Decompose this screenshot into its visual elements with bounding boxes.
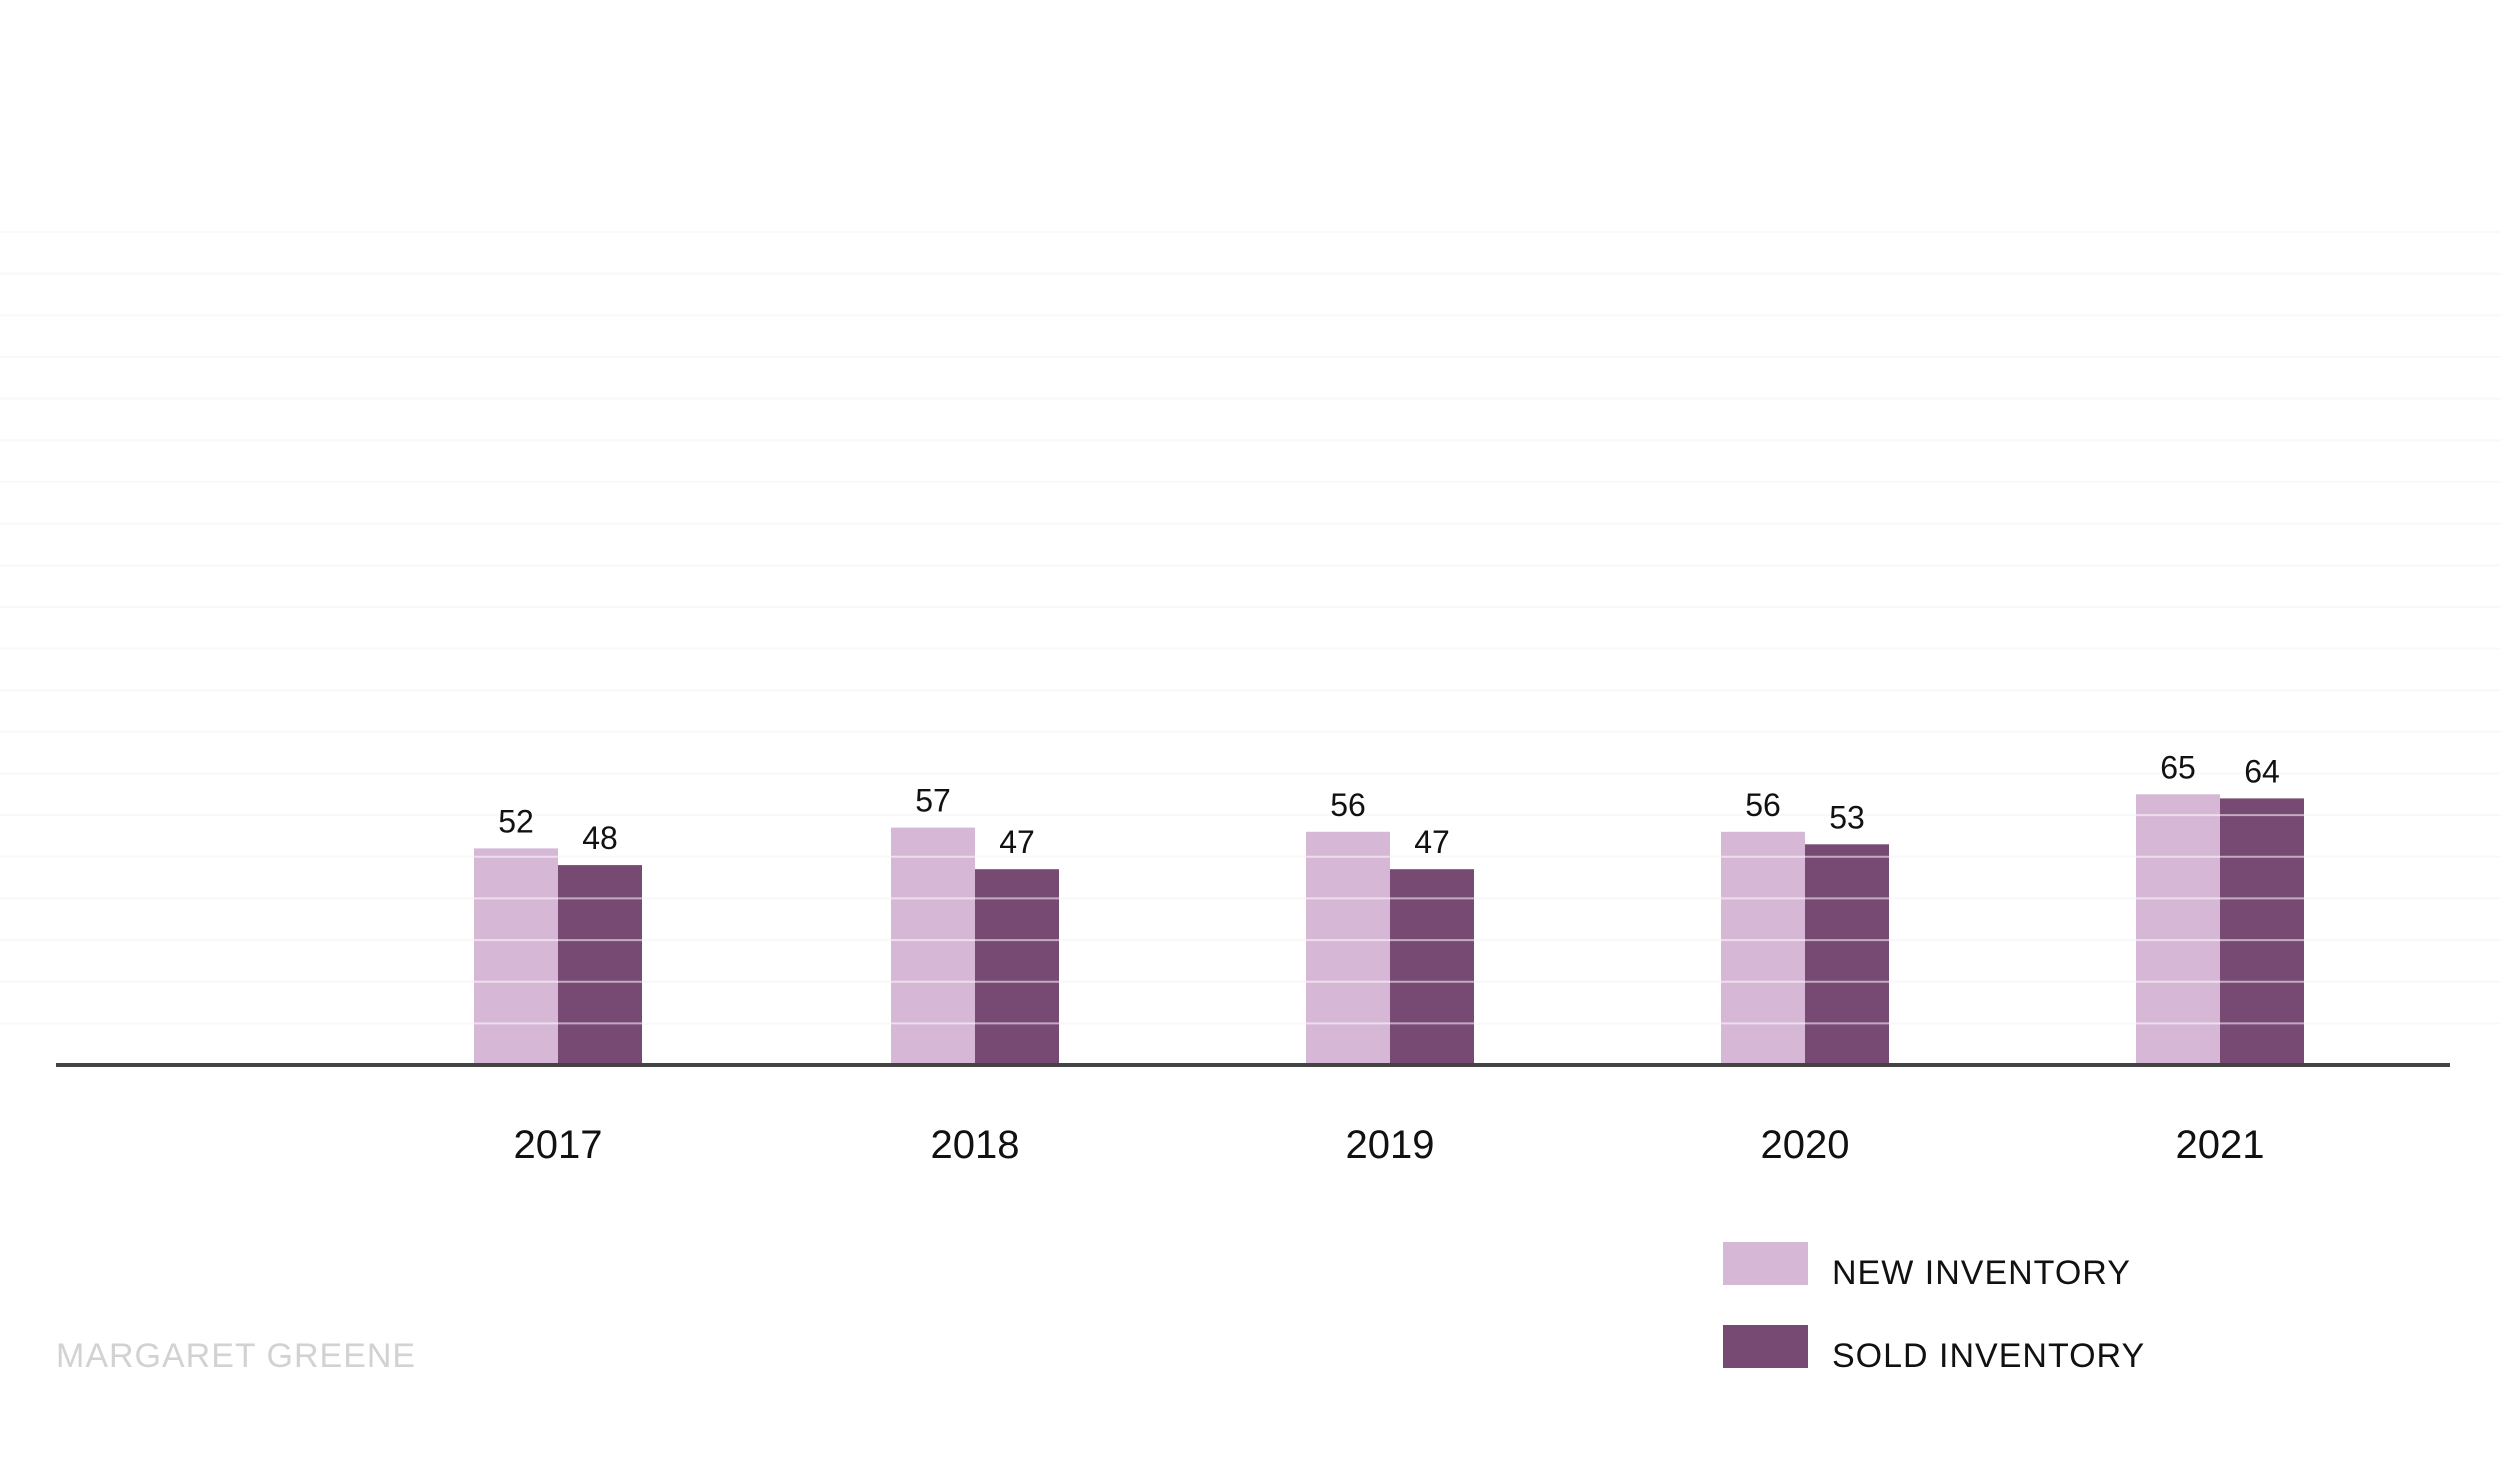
- gridlines: [0, 231, 2501, 1025]
- value-label-new-2019: 56: [1330, 787, 1366, 823]
- value-label-new-2018: 57: [915, 783, 951, 819]
- bar-sold-2020: [1805, 844, 1889, 1065]
- category-label-2017: 2017: [514, 1123, 603, 1167]
- bar-new-2019: [1306, 831, 1390, 1065]
- bar-new-2021: [2136, 794, 2220, 1065]
- bars: [0, 231, 2501, 1065]
- bar-grid-overlay: [0, 231, 2501, 1025]
- bar-sold-2018: [975, 869, 1059, 1065]
- category-label-2019: 2019: [1346, 1123, 1435, 1167]
- legend-label-new-inventory: NEW INVENTORY: [1832, 1254, 2131, 1292]
- category-label-2020: 2020: [1761, 1123, 1850, 1167]
- category-label-2018: 2018: [931, 1123, 1020, 1167]
- value-label-sold-2021: 64: [2244, 753, 2280, 789]
- legend-label-sold-inventory: SOLD INVENTORY: [1832, 1337, 2145, 1375]
- legend-swatch-sold-inventory: [1723, 1325, 1808, 1368]
- category-label-2021: 2021: [2176, 1123, 2265, 1167]
- bar-new-2017: [474, 848, 558, 1065]
- value-label-sold-2018: 47: [999, 824, 1035, 860]
- value-labels: 52 48 57 47 56 47 56 53 65 64: [498, 749, 2280, 860]
- bar-new-2020: [1721, 831, 1805, 1065]
- author-credit: MARGARET GREENE: [56, 1337, 416, 1375]
- bar-sold-2021: [2220, 798, 2304, 1065]
- value-label-sold-2017: 48: [582, 820, 618, 856]
- bar-new-2018: [891, 827, 975, 1065]
- bar-sold-2017: [558, 865, 642, 1065]
- value-label-new-2020: 56: [1745, 787, 1781, 823]
- value-label-new-2017: 52: [498, 803, 534, 839]
- value-label-new-2021: 65: [2160, 749, 2196, 785]
- legend: NEW INVENTORY SOLD INVENTORY: [1723, 1242, 2145, 1375]
- value-label-sold-2019: 47: [1414, 824, 1450, 860]
- value-label-sold-2020: 53: [1829, 799, 1865, 835]
- legend-swatch-new-inventory: [1723, 1242, 1808, 1285]
- category-labels: 2017 2018 2019 2020 2021: [514, 1123, 2265, 1167]
- bar-sold-2019: [1390, 869, 1474, 1065]
